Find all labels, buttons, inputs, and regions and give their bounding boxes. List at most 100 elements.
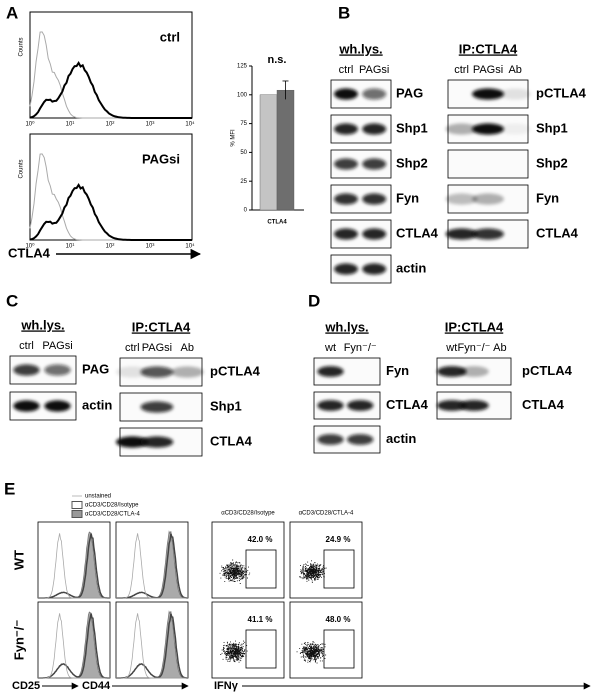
dot-plot-frame	[289, 601, 363, 679]
lane-label: Fyn⁻/⁻	[457, 342, 490, 354]
blot-frame	[447, 149, 529, 179]
histogram-curve	[38, 533, 110, 599]
blot-band	[44, 364, 71, 376]
histogram-label: PAGsi	[142, 151, 180, 166]
dot-plot-frame	[211, 521, 285, 599]
blot-band	[170, 366, 204, 378]
histogram-frame	[29, 11, 193, 119]
panel-label: A	[6, 3, 18, 22]
gate	[245, 629, 277, 669]
blot-band	[459, 400, 489, 411]
histogram-curve	[29, 153, 192, 241]
blot-label: Fyn	[536, 190, 559, 205]
panel-label: E	[4, 479, 15, 498]
blot-band	[140, 401, 174, 413]
histogram-curve	[29, 60, 192, 119]
dot-cloud	[219, 559, 251, 584]
x-tick-label: 10¹	[66, 244, 75, 250]
blot-band	[334, 228, 358, 240]
blot-band	[472, 88, 504, 100]
blot-band	[445, 193, 478, 205]
blot-label: CTLA4	[210, 433, 253, 448]
plot-title: αCD3/CD28/Isotype	[221, 511, 275, 517]
blot-label: Shp1	[536, 120, 568, 135]
section-title: wh.lys.	[324, 319, 368, 334]
row-label: WT	[11, 550, 26, 570]
dot-plot-frame	[289, 521, 363, 599]
blot-band	[472, 123, 504, 135]
legend-label: αCD3/CD28/CTLA-4	[85, 512, 140, 518]
blot-label: pCTLA4	[522, 363, 573, 378]
blot-band	[317, 400, 344, 411]
legend-label: αCD3/CD28/Isotype	[85, 503, 139, 509]
histogram-curve	[116, 533, 188, 599]
blot-frame	[313, 357, 381, 386]
legend-swatch	[71, 501, 83, 509]
row-label: Fyn⁻/⁻	[11, 620, 26, 661]
gate-percent: 24.9 %	[326, 535, 351, 544]
blot-band	[437, 366, 467, 377]
lane-label: ctrl	[19, 340, 34, 352]
lane-label: PAGsi	[473, 64, 503, 76]
lane-label: ctrl	[339, 64, 354, 76]
gate	[323, 629, 355, 669]
blot-band	[347, 434, 374, 445]
blot-label: CTLA4	[396, 225, 439, 240]
y-tick-label: 25	[240, 179, 247, 185]
lane-label: PAGsi	[359, 64, 389, 76]
blot-band	[362, 88, 387, 100]
blot-label: CTLA4	[386, 397, 429, 412]
lane-label: ctrl	[125, 342, 140, 354]
lane-label: Ab	[181, 342, 194, 354]
gate-percent: 41.1 %	[248, 615, 273, 624]
plot-title: αCD3/CD28/CTLA-4	[299, 511, 354, 517]
lane-label: ctrl	[454, 64, 469, 76]
histogram-frame	[29, 133, 193, 241]
panel-label: B	[338, 3, 350, 22]
x-tick-label: 10⁴	[185, 121, 195, 128]
bar	[276, 89, 295, 211]
x-tick-label: 10⁰	[25, 121, 35, 128]
legend-label: unstained	[85, 494, 111, 500]
blot-band	[13, 364, 40, 376]
x-axis-label: CTLA4	[267, 220, 287, 226]
blot-band	[499, 123, 532, 135]
blot-label: actin	[396, 260, 426, 275]
panel-label: C	[6, 291, 18, 310]
blot-band	[459, 366, 489, 377]
blot-band	[115, 366, 149, 378]
lane-label: wt	[445, 342, 457, 354]
histogram-curve	[116, 613, 188, 679]
annotation: n.s.	[268, 54, 287, 66]
section-title: wh.lys.	[20, 317, 64, 332]
blot-band	[362, 193, 387, 205]
x-tick-label: 10²	[106, 244, 115, 250]
blot-band	[362, 228, 387, 240]
y-tick-label: 125	[237, 64, 248, 70]
blot-band	[44, 400, 71, 412]
gate-percent: 48.0 %	[326, 615, 351, 624]
dot-cloud	[299, 560, 327, 584]
x-axis-label: CTLA4	[8, 245, 51, 260]
lane-label: wt	[324, 342, 336, 354]
blot-band	[334, 88, 358, 100]
section-title: wh.lys.	[338, 41, 382, 56]
blot-band	[445, 228, 478, 240]
blot-band	[334, 158, 358, 170]
y-tick-label: 0	[244, 208, 248, 214]
blot-label: pCTLA4	[210, 363, 261, 378]
dot-cloud	[220, 640, 248, 663]
blot-label: CTLA4	[522, 397, 565, 412]
blot-band	[334, 123, 358, 135]
blot-label: PAG	[82, 361, 109, 376]
blot-label: pCTLA4	[536, 85, 587, 100]
blot-label: PAG	[396, 85, 423, 100]
blot-band	[362, 123, 387, 135]
histogram-curve	[29, 182, 192, 241]
histogram-curve	[116, 533, 188, 599]
dot-plot-frame	[211, 601, 285, 679]
blot-band	[334, 193, 358, 205]
lane-label: PAGsi	[142, 342, 172, 354]
lane-label: Fyn⁻/⁻	[344, 342, 377, 354]
gate-percent: 42.0 %	[248, 535, 273, 544]
